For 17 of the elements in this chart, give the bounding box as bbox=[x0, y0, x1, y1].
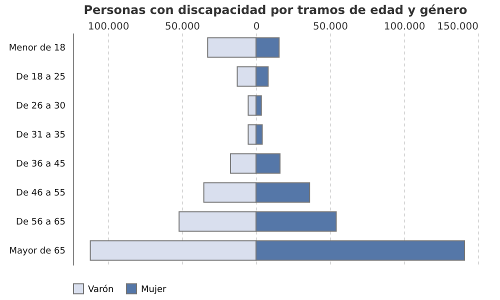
x-tick-label: 50.000 bbox=[165, 22, 200, 32]
x-tick-label: 50.000 bbox=[313, 22, 348, 32]
y-tick-label: De 18 a 25 bbox=[16, 72, 66, 82]
y-tick-label: De 36 a 45 bbox=[16, 160, 66, 170]
y-tick-label: De 31 a 35 bbox=[16, 130, 66, 140]
legend-label: Varón bbox=[88, 284, 114, 295]
x-tick-label: 100.000 bbox=[384, 22, 426, 32]
y-tick-label: De 26 a 30 bbox=[16, 102, 66, 112]
y-tick-label: De 56 a 65 bbox=[16, 218, 66, 228]
x-tick-label: 0 bbox=[253, 22, 260, 32]
chart-title: Personas con discapacidad por tramos de edad y género bbox=[84, 3, 468, 17]
y-tick-label: De 46 a 55 bbox=[16, 188, 66, 198]
y-tick-label: Mayor de 65 bbox=[9, 246, 66, 256]
x-tick-label: 150.000 bbox=[437, 22, 478, 32]
y-tick-label: Menor de 18 bbox=[8, 44, 66, 54]
x-tick-label: 100.000 bbox=[88, 22, 130, 32]
legend-label: Mujer bbox=[141, 284, 167, 295]
